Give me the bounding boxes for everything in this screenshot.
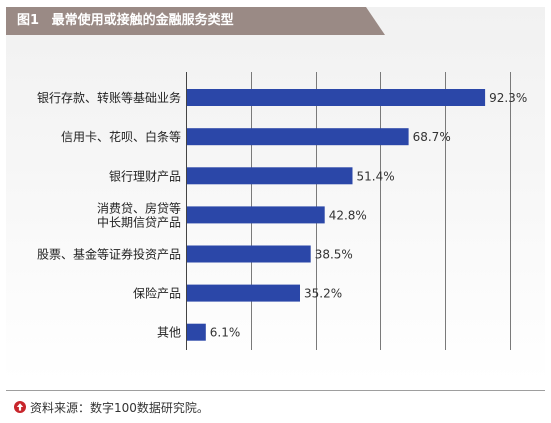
figure-header: 图1 最常使用或接触的金融服务类型 [6,7,385,35]
data-label: 38.5% [315,248,353,262]
bar [187,245,311,263]
source-note: 资料来源：数字100数据研究院。 [14,398,209,416]
category-label: 银行存款、转账等基础业务 [37,90,181,105]
figure-number: 图1 [17,13,40,28]
up-arrow-icon [14,401,26,413]
data-label: 35.2% [304,287,342,301]
figure-title: 最常使用或接触的金融服务类型 [51,13,234,28]
figure-title-row: 图1 最常使用或接触的金融服务类型 [17,7,234,35]
category-label: 银行理财产品 [109,169,181,183]
category-label: 股票、基金等证券投资产品 [37,247,181,262]
bar [187,128,409,146]
footer-divider [6,390,545,391]
bar [187,89,486,106]
data-label: 51.4% [357,169,395,183]
data-label: 42.8% [329,208,367,222]
data-label: 68.7% [413,130,451,144]
category-label: 信用卡、花呗、白条等 [61,129,181,144]
bar [187,323,206,341]
bar [187,284,300,302]
source-text: 资料来源：数字100数据研究院。 [30,400,209,415]
category-label: 中长期信贷产品 [97,214,181,229]
bar [187,167,353,185]
category-label: 消费贷、房贷等 [97,200,181,215]
chart-panel [6,7,545,382]
data-label: 92.3% [489,91,527,105]
bar [187,206,325,224]
category-label: 其他 [157,326,181,340]
data-label: 6.1% [210,326,241,340]
category-label: 保险产品 [133,286,181,301]
